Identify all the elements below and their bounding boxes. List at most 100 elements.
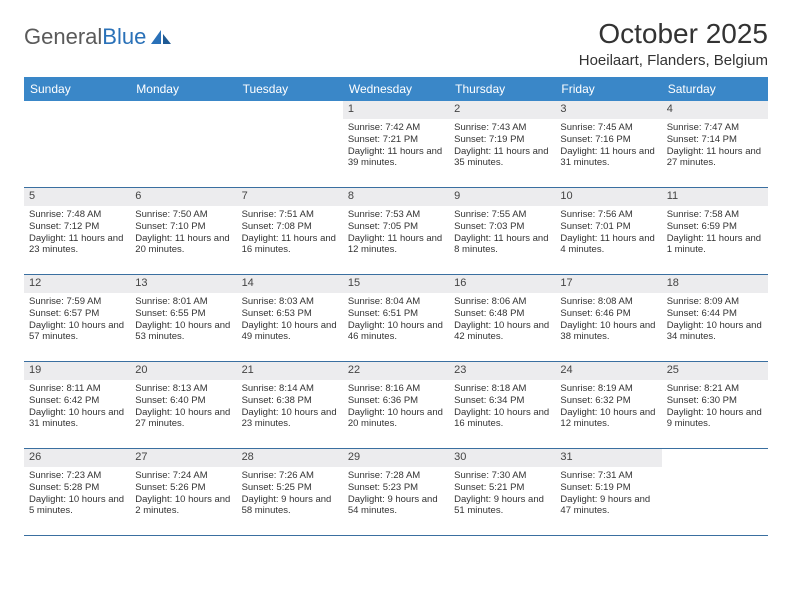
calendar-day: 27Sunrise: 7:24 AMSunset: 5:26 PMDayligh… — [130, 449, 236, 535]
day-sunset: Sunset: 6:46 PM — [560, 308, 656, 320]
calendar-day: 17 Sunrise: 8:08 AMSunset: 6:46 PMDayligh… — [555, 275, 661, 361]
day-sunset: Sunset: 7:08 PM — [242, 221, 338, 233]
day-sunset: Sunset: 6:42 PM — [29, 395, 125, 407]
day-number: 26 — [24, 449, 130, 467]
day-daylight: Daylight: 11 hours and 27 minutes. — [667, 146, 763, 170]
day-daylight: Daylight: 10 hours and 23 minutes. — [242, 407, 338, 431]
day-sunrise: Sunrise: 8:21 AM — [667, 383, 763, 395]
day-number: 22 — [343, 362, 449, 380]
day-sunrise: Sunrise: 8:01 AM — [135, 296, 231, 308]
day-daylight: Daylight: 11 hours and 1 minute. — [667, 233, 763, 257]
day-daylight: Daylight: 10 hours and 38 minutes. — [560, 320, 656, 344]
calendar-day: 14Sunrise: 8:03 AMSunset: 6:53 PMDayligh… — [237, 275, 343, 361]
day-number: 21 — [237, 362, 343, 380]
calendar-week: 12Sunrise: 7:59 AMSunset: 6:57 PMDayligh… — [24, 275, 768, 362]
day-number: 13 — [130, 275, 236, 293]
day-sunset: Sunset: 7:10 PM — [135, 221, 231, 233]
day-sunrise: Sunrise: 7:31 AM — [560, 470, 656, 482]
calendar-day: 29Sunrise: 7:28 AMSunset: 5:23 PMDayligh… — [343, 449, 449, 535]
calendar-day: 20Sunrise: 8:13 AMSunset: 6:40 PMDayligh… — [130, 362, 236, 448]
day-daylight: Daylight: 10 hours and 9 minutes. — [667, 407, 763, 431]
day-daylight: Daylight: 11 hours and 8 minutes. — [454, 233, 550, 257]
calendar-day: 31Sunrise: 7:31 AMSunset: 5:19 PMDayligh… — [555, 449, 661, 535]
day-sunset: Sunset: 6:38 PM — [242, 395, 338, 407]
day-number: 16 — [449, 275, 555, 293]
day-sunset: Sunset: 5:28 PM — [29, 482, 125, 494]
day-daylight: Daylight: 9 hours and 51 minutes. — [454, 494, 550, 518]
day-number: 17 — [555, 275, 661, 293]
day-sunset: Sunset: 7:03 PM — [454, 221, 550, 233]
day-sunrise: Sunrise: 7:43 AM — [454, 122, 550, 134]
calendar-day: 11 Sunrise: 7:58 AMSunset: 6:59 PMDayligh… — [662, 188, 768, 274]
day-sunrise: Sunrise: 8:03 AM — [242, 296, 338, 308]
calendar-day: 2Sunrise: 7:43 AMSunset: 7:19 PMDaylight… — [449, 101, 555, 187]
dow-saturday: Saturday — [662, 77, 768, 101]
day-sunrise: Sunrise: 7:26 AM — [242, 470, 338, 482]
day-sunset: Sunset: 6:55 PM — [135, 308, 231, 320]
day-daylight: Daylight: 10 hours and 53 minutes. — [135, 320, 231, 344]
day-daylight: Daylight: 10 hours and 46 minutes. — [348, 320, 444, 344]
day-number: 24 — [555, 362, 661, 380]
day-number: 20 — [130, 362, 236, 380]
day-sunset: Sunset: 5:21 PM — [454, 482, 550, 494]
dow-monday: Monday — [130, 77, 236, 101]
calendar-day: 16Sunrise: 8:06 AMSunset: 6:48 PMDayligh… — [449, 275, 555, 361]
day-daylight: Daylight: 10 hours and 31 minutes. — [29, 407, 125, 431]
day-daylight: Daylight: 11 hours and 16 minutes. — [242, 233, 338, 257]
day-daylight: Daylight: 9 hours and 54 minutes. — [348, 494, 444, 518]
day-number: 30 — [449, 449, 555, 467]
calendar-week: 26Sunrise: 7:23 AMSunset: 5:28 PMDayligh… — [24, 449, 768, 536]
day-sunrise: Sunrise: 7:55 AM — [454, 209, 550, 221]
day-daylight: Daylight: 10 hours and 42 minutes. — [454, 320, 550, 344]
day-sunset: Sunset: 7:01 PM — [560, 221, 656, 233]
calendar-day: 10Sunrise: 7:56 AMSunset: 7:01 PMDayligh… — [555, 188, 661, 274]
day-sunrise: Sunrise: 8:08 AM — [560, 296, 656, 308]
day-sunset: Sunset: 5:25 PM — [242, 482, 338, 494]
calendar-day: 21 Sunrise: 8:14 AMSunset: 6:38 PMDayligh… — [237, 362, 343, 448]
calendar-day: 1Sunrise: 7:42 AMSunset: 7:21 PMDaylight… — [343, 101, 449, 187]
day-sunrise: Sunrise: 7:50 AM — [135, 209, 231, 221]
calendar-day: 26Sunrise: 7:23 AMSunset: 5:28 PMDayligh… — [24, 449, 130, 535]
day-daylight: Daylight: 11 hours and 35 minutes. — [454, 146, 550, 170]
day-sunrise: Sunrise: 8:18 AM — [454, 383, 550, 395]
calendar-day: 3Sunrise: 7:45 AMSunset: 7:16 PMDaylight… — [555, 101, 661, 187]
day-number: 11 — [662, 188, 768, 206]
calendar-day: 19 Sunrise: 8:11 AMSunset: 6:42 PMDayligh… — [24, 362, 130, 448]
calendar-day: 8Sunrise: 7:53 AMSunset: 7:05 PMDaylight… — [343, 188, 449, 274]
day-sunrise: Sunrise: 8:13 AM — [135, 383, 231, 395]
day-number: 1 — [343, 101, 449, 119]
calendar-day: 24Sunrise: 8:19 AMSunset: 6:32 PMDayligh… — [555, 362, 661, 448]
day-sunrise: Sunrise: 7:58 AM — [667, 209, 763, 221]
day-daylight: Daylight: 10 hours and 20 minutes. — [348, 407, 444, 431]
dow-wednesday: Wednesday — [343, 77, 449, 101]
day-number: 18 — [662, 275, 768, 293]
calendar-day: 18Sunrise: 8:09 AMSunset: 6:44 PMDayligh… — [662, 275, 768, 361]
day-daylight: Daylight: 10 hours and 57 minutes. — [29, 320, 125, 344]
day-number: 23 — [449, 362, 555, 380]
calendar-day — [130, 101, 236, 187]
day-number: 5 — [24, 188, 130, 206]
day-daylight: Daylight: 9 hours and 58 minutes. — [242, 494, 338, 518]
day-number: 19 — [24, 362, 130, 380]
day-sunrise: Sunrise: 8:16 AM — [348, 383, 444, 395]
day-number: 6 — [130, 188, 236, 206]
day-sunset: Sunset: 6:34 PM — [454, 395, 550, 407]
day-sunrise: Sunrise: 7:28 AM — [348, 470, 444, 482]
logo-text-2: Blue — [102, 24, 146, 50]
day-sunset: Sunset: 6:59 PM — [667, 221, 763, 233]
calendar-day: 22Sunrise: 8:16 AMSunset: 6:36 PMDayligh… — [343, 362, 449, 448]
day-sunset: Sunset: 6:57 PM — [29, 308, 125, 320]
month-title: October 2025 — [579, 18, 768, 50]
day-sunrise: Sunrise: 8:11 AM — [29, 383, 125, 395]
day-sunrise: Sunrise: 8:14 AM — [242, 383, 338, 395]
day-sunset: Sunset: 7:21 PM — [348, 134, 444, 146]
day-daylight: Daylight: 11 hours and 20 minutes. — [135, 233, 231, 257]
day-daylight: Daylight: 11 hours and 31 minutes. — [560, 146, 656, 170]
day-sunset: Sunset: 5:19 PM — [560, 482, 656, 494]
calendar-day — [237, 101, 343, 187]
day-sunrise: Sunrise: 7:42 AM — [348, 122, 444, 134]
calendar-day: 7Sunrise: 7:51 AMSunset: 7:08 PMDaylight… — [237, 188, 343, 274]
calendar-day: 30Sunrise: 7:30 AMSunset: 5:21 PMDayligh… — [449, 449, 555, 535]
calendar-day: 12Sunrise: 7:59 AMSunset: 6:57 PMDayligh… — [24, 275, 130, 361]
day-sunset: Sunset: 5:26 PM — [135, 482, 231, 494]
